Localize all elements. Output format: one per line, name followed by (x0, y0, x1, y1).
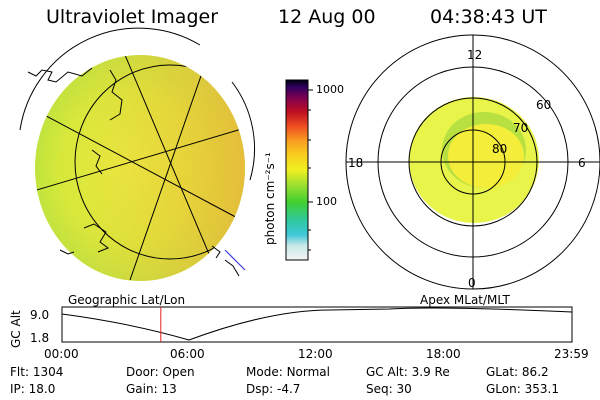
instrument-title: Ultraviolet Imager (46, 6, 219, 28)
polar-plot (345, 34, 600, 290)
ip-value: 18.0 (28, 382, 56, 396)
info-glat: GLat: 86.2 (486, 365, 549, 379)
orbit-xtick-0000: 00:00 (44, 347, 79, 361)
dsp-value: -4.7 (276, 382, 301, 396)
lat-label-70: 70 (513, 121, 529, 135)
seq-value: 30 (396, 382, 412, 396)
info-flt: Flt: 1304 (10, 365, 64, 379)
info-gain: Gain: 13 (126, 382, 177, 396)
mlt-label-0: 0 (468, 276, 476, 290)
gcalt-value: 3.9 Re (411, 365, 450, 379)
orbit-xtick-1800: 18:00 (426, 347, 461, 361)
lat-label-80: 80 (492, 142, 508, 156)
lat-label-60: 60 (536, 98, 552, 112)
colorbar (285, 79, 313, 261)
orbit-altitude-curve (61, 307, 573, 341)
apex-caption: Apex MLat/MLT (420, 293, 510, 307)
orbit-ytick-bottom: 1.8 (30, 331, 50, 345)
glat-value: 86.2 (521, 365, 549, 379)
orbit-plot (61, 306, 573, 343)
orbit-xtick-0600: 06:00 (170, 347, 205, 361)
info-gcalt: GC Alt: 3.9 Re (366, 365, 450, 379)
info-dsp: Dsp: -4.7 (246, 382, 301, 396)
glon-value: 353.1 (524, 382, 559, 396)
door-value: Open (162, 365, 195, 379)
orbit-ytick-top: 9.0 (30, 308, 50, 322)
flt-value: 1304 (32, 365, 64, 379)
coastline (27, 67, 221, 259)
info-door: Door: Open (126, 365, 195, 379)
orbit-ylabel: GC Alt (9, 310, 23, 348)
gain-value: 13 (161, 382, 177, 396)
geo-grid (35, 55, 245, 281)
info-ip: IP: 18.0 (10, 382, 56, 396)
info-glon: GLon: 353.1 (486, 382, 559, 396)
mode-value: Normal (286, 365, 330, 379)
mlt-label-12: 12 (467, 48, 483, 62)
colorbar-tick-100: 100 (316, 195, 337, 208)
info-mode: Mode: Normal (246, 365, 330, 379)
orbit-xtick-1200: 12:00 (298, 347, 333, 361)
info-seq: Seq: 30 (366, 382, 412, 396)
mlt-label-18: 18 (348, 156, 364, 170)
colorbar-tick-1000: 1000 (316, 83, 344, 96)
time-label: 04:38:43 UT (430, 6, 547, 28)
coastline-blue (224, 249, 246, 271)
orbit-xtick-2359: 23:59 (554, 347, 589, 361)
colorbar-unit-label: photon cm⁻²s⁻¹ (263, 152, 277, 245)
mlt-label-6: 6 (578, 156, 586, 170)
uv-image-disk (19, 27, 256, 281)
geographic-caption: Geographic Lat/Lon (68, 293, 186, 307)
date-label: 12 Aug 00 (278, 6, 376, 28)
